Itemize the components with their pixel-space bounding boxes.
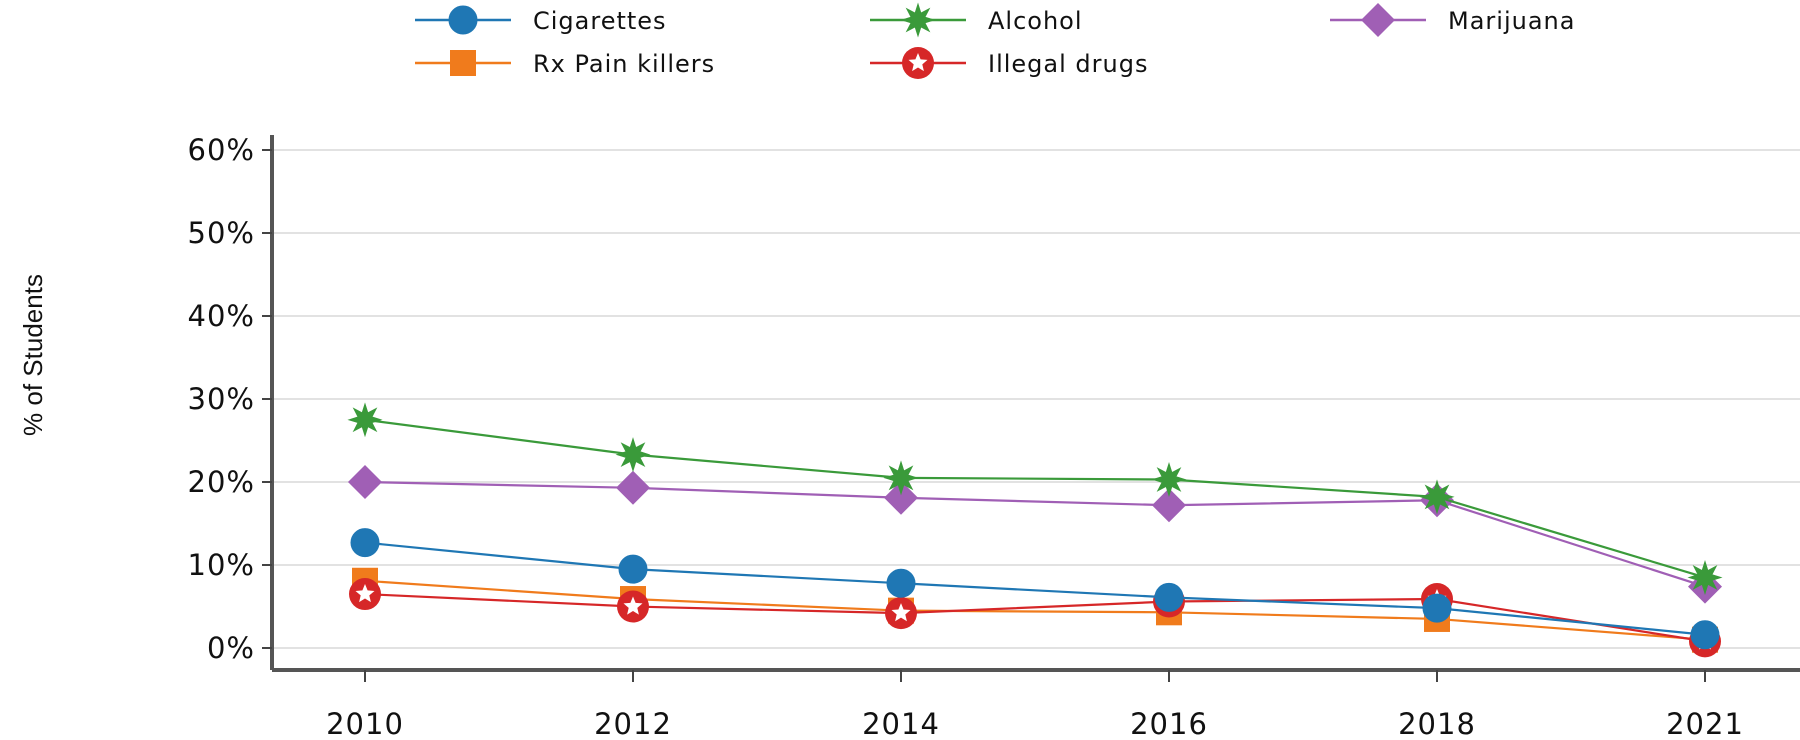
series-layer: [347, 402, 1723, 658]
marker-star: [891, 603, 911, 622]
y-tick-label: 10%: [188, 548, 255, 582]
legend-label: Rx Pain killers: [533, 50, 715, 78]
y-tick-label: 20%: [188, 465, 255, 499]
legend-marker: [900, 2, 936, 38]
marker-star: [355, 584, 375, 603]
series-cigarettes: [350, 528, 1720, 650]
x-tick-label: 2014: [862, 707, 940, 740]
series-line: [364, 541, 1706, 636]
series-alcohol: [347, 402, 1723, 596]
legend-marker: [902, 47, 934, 79]
legend-label: Alcohol: [988, 7, 1083, 35]
data-point: [617, 590, 649, 623]
y-tick-label: 0%: [207, 631, 255, 665]
legend-item-rx-pain-killers: Rx Pain killers: [415, 50, 715, 78]
legend-item-cigarettes: Cigarettes: [415, 5, 667, 35]
y-tick-label: 50%: [188, 216, 255, 250]
data-point: [885, 597, 917, 630]
legend-item-marijuana: Marijuana: [1330, 3, 1575, 37]
data-point: [1687, 560, 1723, 596]
data-point: [886, 568, 916, 598]
x-tick-label: 2016: [1130, 707, 1208, 740]
legend: Cigarettes Alcohol Marijuana Rx Pain killer…: [415, 2, 1575, 79]
series-line: [364, 592, 1706, 643]
x-tick-label: 2018: [1398, 707, 1476, 740]
y-tick-label: 40%: [188, 299, 255, 333]
data-point: [618, 554, 648, 584]
legend-label: Marijuana: [1448, 7, 1575, 35]
data-point: [1690, 620, 1720, 650]
x-tick-label: 2021: [1666, 707, 1744, 740]
legend-marker: [450, 50, 476, 76]
x-tick-label: 2010: [326, 707, 404, 740]
series-marijuana: [348, 465, 1722, 604]
axes: [270, 135, 1800, 672]
data-point: [1422, 593, 1452, 623]
x-tick-label: 2012: [594, 707, 672, 740]
data-point: [348, 465, 382, 499]
legend-label: Cigarettes: [533, 7, 667, 35]
legend-label: Illegal drugs: [988, 50, 1148, 78]
data-point: [616, 470, 650, 505]
x-ticks: 2010 2012 2014 2016 2018 2021: [326, 670, 1744, 740]
data-point: [1151, 462, 1187, 497]
data-point: [349, 578, 381, 611]
gridlines: [272, 149, 1800, 649]
legend-item-alcohol: Alcohol: [870, 2, 1083, 38]
series-line: [364, 579, 1706, 641]
series-line: [364, 418, 1706, 579]
y-tick-label: 60%: [188, 133, 255, 167]
legend-item-illegal-drugs: Illegal drugs: [870, 47, 1148, 79]
legend-marker: [1361, 3, 1395, 37]
marker-star: [908, 53, 928, 72]
data-point: [615, 437, 651, 473]
y-axis-title: % of Students: [18, 274, 48, 436]
legend-marker: [448, 5, 478, 35]
data-point: [1419, 479, 1455, 515]
series-line: [364, 480, 1706, 588]
data-point: [883, 460, 919, 496]
marker-star: [623, 596, 643, 615]
data-point: [347, 402, 383, 438]
data-point: [884, 480, 918, 515]
y-tick-label: 30%: [188, 382, 255, 416]
y-ticks: 0% 10% 20% 30% 40% 50% 60%: [188, 133, 272, 665]
data-point: [350, 528, 380, 558]
data-point: [1154, 582, 1184, 612]
data-point: [1152, 488, 1186, 523]
